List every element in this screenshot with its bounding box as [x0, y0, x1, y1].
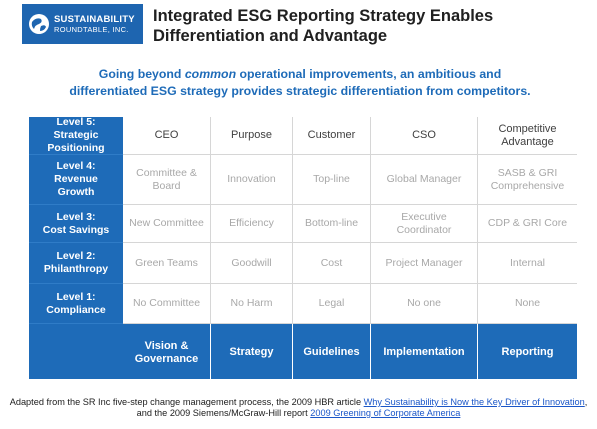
page-title: Integrated ESG Reporting Strategy Enable… [153, 6, 593, 46]
matrix-cell: None [478, 284, 577, 324]
level-header-line: Revenue [54, 173, 98, 185]
subtitle-line1: Going beyond common operational improvem… [40, 66, 560, 83]
level-header-line: Level 5: [56, 116, 96, 128]
matrix-cell: Committee & Board [123, 155, 211, 205]
column-header: Reporting [478, 324, 577, 379]
column-header: Strategy [211, 324, 293, 379]
level-header-line: Compliance [46, 303, 106, 316]
level-header-line: Philanthropy [43, 263, 109, 275]
matrix-cell: Competitive Advantage [478, 117, 577, 155]
matrix-cell: Green Teams [123, 243, 211, 284]
footer-line1: Adapted from the SR Inc five-step change… [0, 397, 597, 408]
subtitle-line2: differentiated ESG strategy provides str… [69, 84, 531, 98]
level-header-line: Level 3: [56, 210, 96, 223]
matrix-cell: New Committee [123, 205, 211, 243]
subtitle-part1: Going beyond [98, 67, 185, 81]
subtitle-part2: operational improvements, an ambitious a… [236, 67, 502, 81]
logo-line2: ROUNDTABLE, INC. [54, 24, 129, 34]
column-header: Vision & Governance [123, 324, 211, 379]
hbr-article-link[interactable]: Why Sustainability is Now the Key Driver… [363, 397, 585, 407]
column-header: Guidelines [293, 324, 371, 379]
matrix-cell: Customer [293, 117, 371, 155]
matrix-cell: Bottom-line [293, 205, 371, 243]
matrix-cell: Purpose [211, 117, 293, 155]
level-header-line: Strategic [53, 129, 99, 141]
matrix-cell: No Committee [123, 284, 211, 324]
level-header-line: Positioning [47, 142, 105, 154]
matrix-corner [29, 324, 123, 379]
matrix-cell: No Harm [211, 284, 293, 324]
title-line2: Differentiation and Advantage [153, 27, 388, 45]
level-header-1: Level 1: Compliance [29, 284, 123, 324]
footer-text-2: and the 2009 Siemens/McGraw-Hill report [136, 408, 311, 418]
level-header-3: Level 3: Cost Savings [29, 205, 123, 243]
level-header-line: Cost Savings [42, 223, 110, 236]
matrix-cell: Goodwill [211, 243, 293, 284]
matrix-cell: SASB & GRI Comprehensive [478, 155, 577, 205]
footer-text-1: Adapted from the SR Inc five-step change… [9, 397, 364, 407]
globe-icon [29, 14, 49, 34]
logo-line1: SUSTAINABILITY [54, 14, 135, 25]
matrix-cell: Innovation [211, 155, 293, 205]
matrix-cell: Project Manager [371, 243, 478, 284]
footer-comma: , [584, 397, 588, 407]
column-header: Implementation [371, 324, 478, 379]
matrix-cell: Executive Coordinator [371, 205, 478, 243]
matrix-cell: Cost [293, 243, 371, 284]
matrix-cell: Global Manager [371, 155, 478, 205]
level-header-5: Level 5: Strategic Positioning [29, 116, 123, 155]
level-header-4: Level 4: Revenue Growth [29, 155, 123, 205]
level-header-2: Level 2: Philanthropy [29, 243, 123, 284]
footer-line2: and the 2009 Siemens/McGraw-Hill report … [0, 408, 597, 419]
level-header-line: Level 4: [56, 160, 96, 172]
matrix-cell: No one [371, 284, 478, 324]
esg-maturity-matrix: Level 5: Strategic Positioning CEO Purpose Cu… [29, 116, 577, 379]
title-line1: Integrated ESG Reporting Strategy Enable… [153, 7, 494, 25]
matrix-cell: Internal [478, 243, 577, 284]
level-header-line: Level 2: [56, 250, 96, 262]
level-header-line: Level 1: [56, 290, 96, 303]
footer-citation: Adapted from the SR Inc five-step change… [0, 397, 597, 419]
greening-report-link[interactable]: 2009 Greening of Corporate America [310, 408, 461, 418]
matrix-cell: Top-line [293, 155, 371, 205]
subtitle-emphasis: common [184, 67, 237, 81]
matrix-cell: Efficiency [211, 205, 293, 243]
matrix-cell: CSO [371, 117, 478, 155]
subtitle: Going beyond common operational improvem… [40, 66, 560, 100]
level-header-line: Growth [57, 186, 95, 198]
sustainability-roundtable-logo: SUSTAINABILITY ROUNDTABLE, INC. [22, 4, 143, 44]
matrix-cell: Legal [293, 284, 371, 324]
matrix-cell: CEO [123, 117, 211, 155]
matrix-cell: CDP & GRI Core [478, 205, 577, 243]
